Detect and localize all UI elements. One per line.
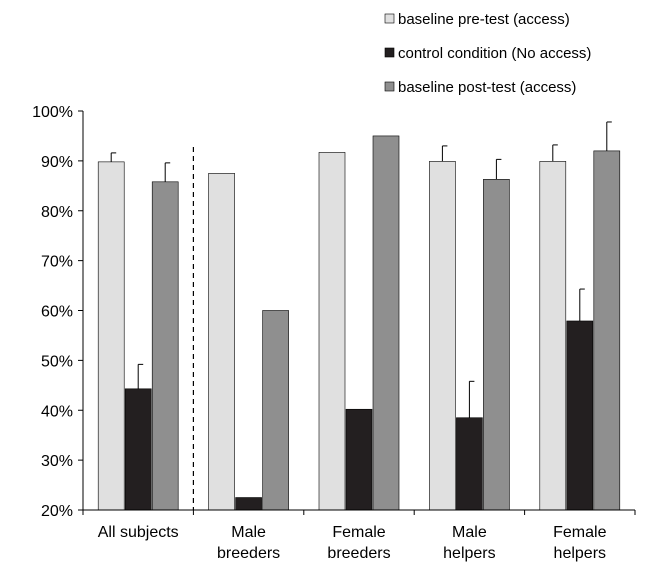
y-tick-label: 80% xyxy=(41,204,73,221)
legend-label: control condition (No access) xyxy=(398,45,591,62)
x-category-label: breeders xyxy=(217,545,280,562)
bar xyxy=(429,161,456,511)
y-tick-label: 50% xyxy=(41,353,73,370)
x-category-label: Female xyxy=(332,524,385,541)
legend-swatch xyxy=(384,13,395,24)
bar xyxy=(372,135,400,511)
bar xyxy=(483,179,510,511)
bar xyxy=(97,161,125,511)
bar xyxy=(318,152,346,511)
x-category-label: Male xyxy=(452,524,487,541)
legend-label: baseline pre-test (access) xyxy=(398,11,570,28)
x-category-label: Male xyxy=(231,524,266,541)
bar xyxy=(539,161,567,511)
x-category-label: All subjects xyxy=(98,524,179,541)
y-tick-label: 70% xyxy=(41,254,73,271)
x-category-label: helpers xyxy=(443,545,495,562)
bar xyxy=(345,408,373,511)
bar xyxy=(208,173,235,511)
bar xyxy=(151,181,179,511)
x-axis: All subjects Male breeders Female breeders Ma… xyxy=(82,147,636,562)
legend-swatch xyxy=(384,47,395,58)
bar xyxy=(456,417,483,511)
y-tick-label: 30% xyxy=(41,453,73,470)
x-category-label: breeders xyxy=(327,545,390,562)
y-tick-label: 20% xyxy=(41,503,73,520)
y-tick-label: 40% xyxy=(41,403,73,420)
legend-swatch xyxy=(384,81,395,92)
x-category-label: helpers xyxy=(554,545,606,562)
bar xyxy=(235,497,262,511)
bar xyxy=(593,150,621,511)
bar xyxy=(566,320,594,511)
y-tick-label: 60% xyxy=(41,304,73,321)
x-category-label: Female xyxy=(553,524,606,541)
y-axis: 20% 30% 40% 50% 60% 70% 80% 90% 100% xyxy=(32,104,84,520)
legend-label: baseline post-test (access) xyxy=(398,79,576,96)
bars xyxy=(97,121,621,511)
y-tick-label: 100% xyxy=(32,104,73,121)
y-tick-label: 90% xyxy=(41,154,73,171)
legend: baseline pre-test (access) control condit… xyxy=(384,11,591,96)
bar xyxy=(124,388,152,511)
bar xyxy=(262,310,289,511)
